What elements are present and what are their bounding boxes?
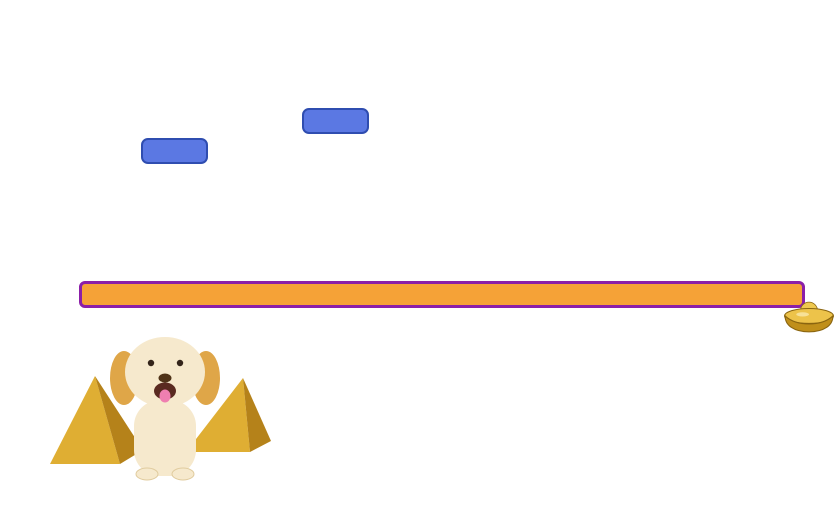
dog-mascot: [110, 337, 220, 481]
signal-banner: [79, 281, 805, 308]
pivot-a-label: [141, 138, 208, 164]
gold-ingot: [784, 301, 834, 333]
legend-item-ma21: [57, 349, 87, 366]
pivot-b-label: [302, 108, 369, 134]
decorations: [50, 337, 271, 481]
gold-pyramid-left: [50, 376, 143, 464]
ma3-swatch: [57, 322, 81, 325]
gold-pyramid-right: [186, 378, 271, 452]
legend-item-ma8: [57, 332, 87, 349]
legend: [57, 315, 87, 366]
buy-marker-glyph: [512, 259, 528, 275]
legend-item-ma3: [57, 315, 87, 332]
ma8-swatch: [57, 339, 81, 342]
buy-point-arrow-label: [486, 187, 599, 212]
ma21-swatch: [57, 356, 81, 359]
